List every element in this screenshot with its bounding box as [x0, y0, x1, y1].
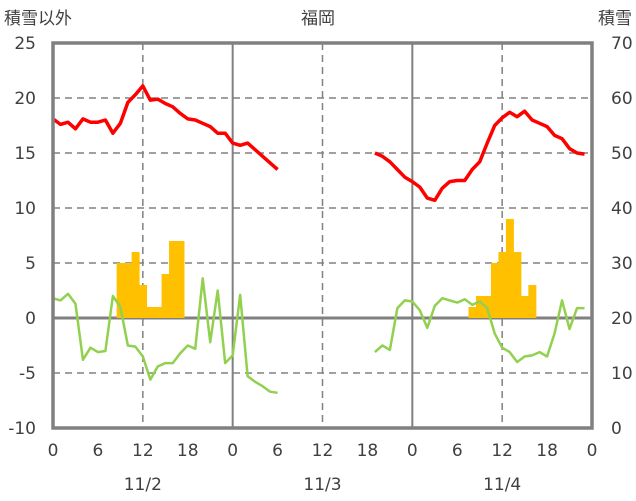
left-tick-label: -5 [19, 364, 36, 384]
bar [513, 252, 522, 318]
x-tick-label: 18 [177, 441, 199, 461]
bar [475, 296, 484, 318]
bar [139, 285, 148, 318]
bar [176, 241, 185, 318]
x-tick-label: 18 [357, 441, 379, 461]
green-line [374, 296, 585, 364]
right-tick-label: 30 [611, 254, 633, 274]
red-line [374, 109, 585, 203]
x-tick-label: 0 [587, 441, 598, 461]
bar [505, 219, 514, 318]
x-tick-label: 0 [48, 441, 59, 461]
bar [161, 274, 170, 318]
bar [528, 285, 537, 318]
x-tick-label: 12 [132, 441, 154, 461]
left-tick-label: 5 [25, 254, 36, 274]
right-tick-label: 40 [611, 199, 633, 219]
x-tick-label: 6 [272, 441, 283, 461]
left-tick-label: 15 [14, 144, 36, 164]
right-tick-label: 10 [611, 364, 633, 384]
x-tick-label: 6 [93, 441, 104, 461]
left-tick-label: 25 [14, 34, 36, 54]
x-tick-label: 12 [491, 441, 513, 461]
right-tick-label: 0 [611, 419, 622, 439]
x-tick-label: 18 [536, 441, 558, 461]
right-tick-label: 70 [611, 34, 633, 54]
chart-title: 福岡 [301, 9, 335, 29]
right-tick-label: 60 [611, 89, 633, 109]
plot-frame [51, 41, 594, 430]
bar [498, 252, 507, 318]
left-tick-label: -10 [8, 419, 36, 439]
bar [146, 307, 155, 318]
right-axis-title: 積雪 [598, 9, 632, 29]
x-tick-label: 0 [227, 441, 238, 461]
bar [116, 263, 125, 318]
left-axis-title: 積雪以外 [4, 9, 72, 29]
bar [520, 296, 529, 318]
right-tick-label: 50 [611, 144, 633, 164]
date-label: 11/3 [303, 475, 341, 495]
left-tick-label: 10 [14, 199, 36, 219]
bar [154, 307, 163, 318]
red-line [51, 84, 279, 171]
bar [468, 307, 477, 318]
left-tick-label: 0 [25, 309, 36, 329]
bar [124, 263, 133, 318]
bar [169, 241, 178, 318]
x-tick-label: 0 [407, 441, 418, 461]
bar [131, 252, 140, 318]
x-tick-label: 12 [312, 441, 334, 461]
line-series [51, 84, 585, 395]
right-tick-label: 20 [611, 309, 633, 329]
bar [490, 263, 499, 318]
green-line [52, 277, 278, 395]
x-tick-label: 6 [452, 441, 463, 461]
left-tick-label: 20 [14, 89, 36, 109]
date-label: 11/4 [483, 475, 521, 495]
date-label: 11/2 [124, 475, 162, 495]
